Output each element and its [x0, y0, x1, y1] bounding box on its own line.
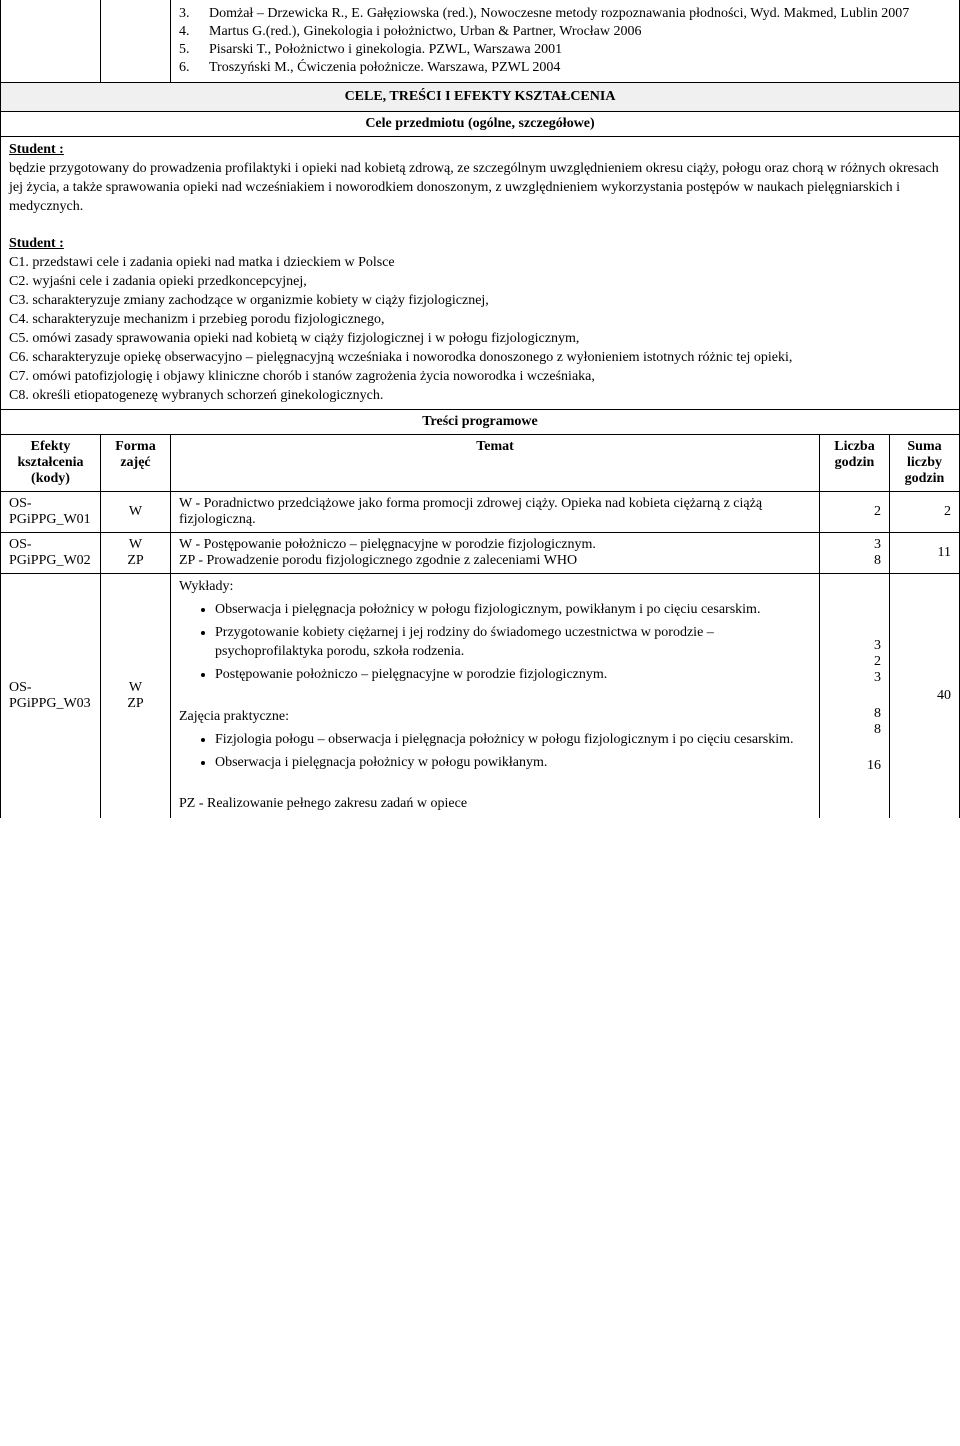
- references-cell: 3.Domżał – Drzewicka R., E. Gałęziowska …: [171, 0, 960, 83]
- ref-5-num: 5.: [179, 42, 209, 58]
- col-temat: Temat: [171, 435, 820, 492]
- w03-zp-1: Fizjologia połogu – obserwacja i pielęgn…: [215, 731, 811, 750]
- w02-l1: 3: [828, 537, 881, 553]
- w03-l4: [828, 686, 881, 706]
- student2-c7: C7. omówi patofizjologię i objawy klinic…: [9, 368, 951, 387]
- w03-zp-list: Fizjologia połogu – obserwacja i pielęgn…: [179, 731, 811, 773]
- student2-c3: C3. scharakteryzuje zmiany zachodzące w …: [9, 292, 951, 311]
- student2-label: Student :: [9, 236, 64, 251]
- main-table: 3.Domżał – Drzewicka R., E. Gałęziowska …: [0, 0, 960, 818]
- w03-l2: 2: [828, 654, 881, 670]
- col-suma: Suma liczby godzin: [890, 435, 960, 492]
- ref-4-text: Martus G.(red.), Ginekologia i położnict…: [209, 24, 951, 40]
- w03-wyk-1: Obserwacja i pielęgnacja położnicy w poł…: [215, 601, 811, 620]
- student-content: Student : będzie przygotowany do prowadz…: [1, 137, 960, 410]
- ref-mid-blank: [101, 0, 171, 83]
- w03-l1: 3: [828, 638, 881, 654]
- w02-l2: 8: [828, 553, 881, 569]
- w01-forma: W: [101, 492, 171, 533]
- w03-l3: 3: [828, 670, 881, 686]
- student2-c2: C2. wyjaśni cele i zadania opieki przedk…: [9, 273, 951, 292]
- w03-l6: 8: [828, 722, 881, 738]
- w03-wyk-3: Postępowanie położniczo – pielęgnacyjne …: [215, 666, 811, 685]
- ref-5-text: Pisarski T., Położnictwo i ginekologia. …: [209, 42, 951, 58]
- w03-wyklady-label: Wykłady:: [179, 578, 811, 597]
- w03-wyk-2: Przygotowanie kobiety ciężarnej i jej ro…: [215, 624, 811, 662]
- w02-temat-1: W - Postępowanie położniczo – pielęgnacy…: [179, 537, 811, 553]
- w02-forma: W ZP: [101, 533, 171, 574]
- w03-kod: OS-PGiPPG_W03: [1, 574, 101, 818]
- w01-kod: OS-PGiPPG_W01: [1, 492, 101, 533]
- ref-6-num: 6.: [179, 60, 209, 76]
- ref-left-blank: [1, 0, 101, 83]
- row-w02: OS-PGiPPG_W02 W ZP W - Postępowanie poło…: [1, 533, 960, 574]
- w03-l8: 16: [828, 758, 881, 774]
- ref-4-num: 4.: [179, 24, 209, 40]
- w02-temat-2: ZP - Prowadzenie porodu fizjologicznego …: [179, 553, 811, 569]
- w03-l5: 8: [828, 706, 881, 722]
- w02-suma: 11: [890, 533, 960, 574]
- section-header-cele: CELE, TREŚCI I EFEKTY KSZTAŁCENIA: [1, 83, 960, 112]
- row-w01: OS-PGiPPG_W01 W W - Poradnictwo przedcią…: [1, 492, 960, 533]
- w03-temat: Wykłady: Obserwacja i pielęgnacja położn…: [171, 574, 820, 818]
- student1-text: będzie przygotowany do prowadzenia profi…: [9, 160, 951, 217]
- w02-kod: OS-PGiPPG_W02: [1, 533, 101, 574]
- student2-c8: C8. określi etiopatogenezę wybranych sch…: [9, 387, 951, 406]
- w01-temat: W - Poradnictwo przedciążowe jako forma …: [171, 492, 820, 533]
- tresci-header: Treści programowe: [1, 410, 960, 435]
- col-forma: Forma zajęć: [101, 435, 171, 492]
- ref-3: 3.Domżał – Drzewicka R., E. Gałęziowska …: [179, 6, 951, 22]
- col-liczba: Liczba godzin: [820, 435, 890, 492]
- w01-liczba: 2: [820, 492, 890, 533]
- ref-6: 6.Troszyński M., Ćwiczenia położnicze. W…: [179, 60, 951, 76]
- w03-pz: PZ - Realizowanie pełnego zakresu zadań …: [179, 795, 811, 814]
- col-efekty: Efekty kształcenia (kody): [1, 435, 101, 492]
- w03-liczba: 3 2 3 8 8 16: [820, 574, 890, 818]
- student2-c6: C6. scharakteryzuje opiekę obserwacyjno …: [9, 349, 951, 368]
- ref-3-num: 3.: [179, 6, 209, 22]
- ref-4: 4.Martus G.(red.), Ginekologia i położni…: [179, 24, 951, 40]
- w03-wyklady-list: Obserwacja i pielęgnacja położnicy w poł…: [179, 601, 811, 685]
- w01-suma: 2: [890, 492, 960, 533]
- w02-liczba: 3 8: [820, 533, 890, 574]
- w03-suma: 40: [890, 574, 960, 818]
- w03-zp-label: Zajęcia praktyczne:: [179, 708, 811, 727]
- student2-c1: C1. przedstawi cele i zadania opieki nad…: [9, 254, 951, 273]
- w02-temat: W - Postępowanie położniczo – pielęgnacy…: [171, 533, 820, 574]
- w03-l7: [828, 738, 881, 758]
- w03-zp-2: Obserwacja i pielęgnacja położnicy w poł…: [215, 754, 811, 773]
- student2-c4: C4. scharakteryzuje mechanizm i przebieg…: [9, 311, 951, 330]
- cele-header: Cele przedmiotu (ogólne, szczegółowe): [1, 112, 960, 137]
- student1-label: Student :: [9, 142, 64, 157]
- ref-5: 5.Pisarski T., Położnictwo i ginekologia…: [179, 42, 951, 58]
- w03-forma: W ZP: [101, 574, 171, 818]
- student2-c5: C5. omówi zasady sprawowania opieki nad …: [9, 330, 951, 349]
- ref-3-text: Domżał – Drzewicka R., E. Gałęziowska (r…: [209, 6, 951, 22]
- ref-6-text: Troszyński M., Ćwiczenia położnicze. War…: [209, 60, 951, 76]
- row-w03: OS-PGiPPG_W03 W ZP Wykłady: Obserwacja i…: [1, 574, 960, 818]
